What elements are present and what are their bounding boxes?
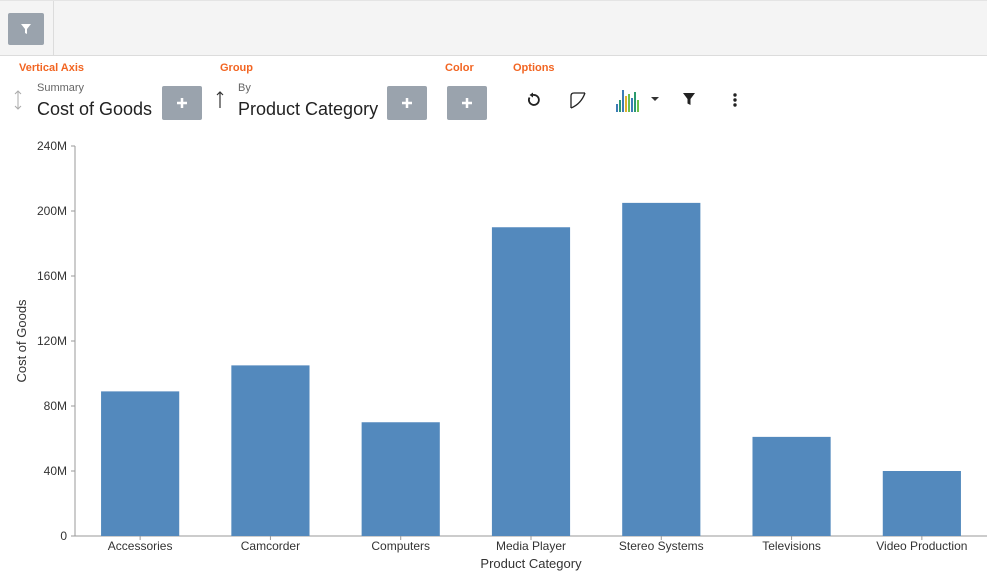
- bar: [882, 471, 961, 536]
- chevron-down-icon: [651, 97, 659, 101]
- x-tick-label: Computers: [371, 539, 430, 553]
- chart-type-selector[interactable]: [613, 86, 663, 114]
- bar: [752, 436, 831, 536]
- options-label: Options: [513, 62, 555, 74]
- vertical-axis-field[interactable]: Cost of Goods: [37, 99, 153, 119]
- y-tick-label: 240M: [37, 139, 67, 153]
- filter-options-button[interactable]: [680, 90, 698, 108]
- x-tick-label: Video Production: [876, 539, 967, 553]
- bar: [101, 391, 180, 536]
- y-tick-label: 0: [60, 529, 67, 543]
- more-icon: [733, 93, 737, 107]
- more-options-button[interactable]: [726, 90, 744, 110]
- x-axis-title: Product Category: [480, 556, 582, 571]
- x-tick-label: Media Player: [496, 539, 566, 553]
- x-tick-label: Accessories: [108, 539, 173, 553]
- group-label: Group: [220, 62, 253, 74]
- y-tick-label: 160M: [37, 269, 67, 283]
- group-field[interactable]: Product Category: [238, 99, 379, 119]
- x-tick-label: Televisions: [762, 539, 821, 553]
- bar-chart: 0 40M 80M 120M 160M 200M 240M Accessories Camcor…: [14, 139, 987, 571]
- bar: [231, 365, 310, 536]
- bar: [622, 202, 701, 536]
- x-tick-label: Camcorder: [241, 539, 300, 553]
- filter-button[interactable]: [8, 13, 44, 45]
- y-axis-title: Cost of Goods: [14, 299, 29, 383]
- vertical-axis-label: Vertical Axis: [19, 62, 85, 74]
- y-tick-label: 120M: [37, 334, 67, 348]
- filter-icon: [21, 24, 31, 34]
- plus-icon: [462, 98, 472, 108]
- y-tick-label: 200M: [37, 204, 67, 218]
- curve-icon[interactable]: [567, 89, 589, 111]
- plus-icon: [177, 98, 187, 108]
- bar: [491, 227, 571, 536]
- y-tick-label: 40M: [44, 464, 67, 478]
- color-label: Color: [445, 62, 474, 74]
- top-toolbar: [0, 0, 987, 56]
- bar: [361, 422, 440, 536]
- add-group-button[interactable]: [387, 86, 427, 120]
- add-color-button[interactable]: [447, 86, 487, 120]
- group-caption: By: [238, 82, 251, 94]
- sort-ascending-icon[interactable]: [216, 90, 224, 113]
- y-tick-label: 80M: [44, 399, 67, 413]
- undo-icon[interactable]: [523, 90, 543, 110]
- plus-icon: [402, 98, 412, 108]
- vertical-axis-caption: Summary: [37, 82, 85, 94]
- add-vertical-axis-button[interactable]: [162, 86, 202, 120]
- x-tick-label: Stereo Systems: [619, 539, 704, 553]
- filter-icon: [683, 93, 695, 105]
- chart-type-icon: [616, 90, 659, 112]
- toolbar-divider: [53, 1, 54, 56]
- sort-icon[interactable]: [14, 90, 22, 113]
